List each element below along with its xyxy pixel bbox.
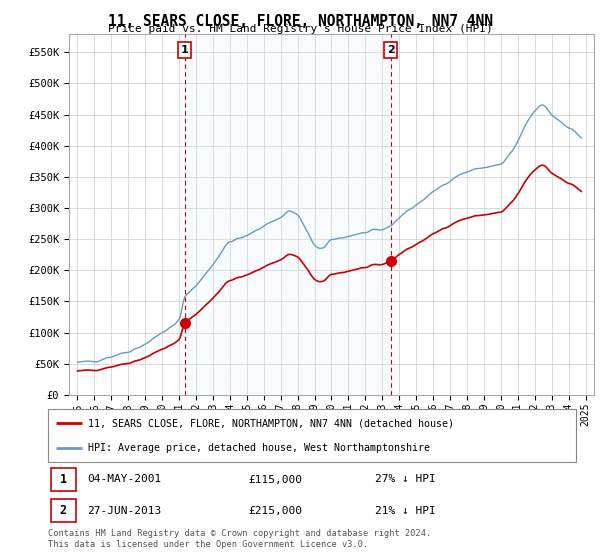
- Text: 2: 2: [60, 504, 67, 517]
- Text: £215,000: £215,000: [248, 506, 302, 516]
- Text: £115,000: £115,000: [248, 474, 302, 484]
- Text: 21% ↓ HPI: 21% ↓ HPI: [376, 506, 436, 516]
- Text: 2: 2: [387, 45, 395, 55]
- Text: 1: 1: [181, 45, 188, 55]
- Text: Contains HM Land Registry data © Crown copyright and database right 2024.
This d: Contains HM Land Registry data © Crown c…: [48, 529, 431, 549]
- Bar: [185, 34, 391, 395]
- Text: 04-MAY-2001: 04-MAY-2001: [88, 474, 162, 484]
- Text: HPI: Average price, detached house, West Northamptonshire: HPI: Average price, detached house, West…: [88, 442, 430, 452]
- Text: 27% ↓ HPI: 27% ↓ HPI: [376, 474, 436, 484]
- Bar: [50, 500, 76, 522]
- Text: 27-JUN-2013: 27-JUN-2013: [88, 506, 162, 516]
- Text: Price paid vs. HM Land Registry's House Price Index (HPI): Price paid vs. HM Land Registry's House …: [107, 24, 493, 34]
- Text: 11, SEARS CLOSE, FLORE, NORTHAMPTON, NN7 4NN (detached house): 11, SEARS CLOSE, FLORE, NORTHAMPTON, NN7…: [88, 418, 454, 428]
- Bar: [50, 468, 76, 491]
- Text: 1: 1: [60, 473, 67, 486]
- Text: 11, SEARS CLOSE, FLORE, NORTHAMPTON, NN7 4NN: 11, SEARS CLOSE, FLORE, NORTHAMPTON, NN7…: [107, 14, 493, 29]
